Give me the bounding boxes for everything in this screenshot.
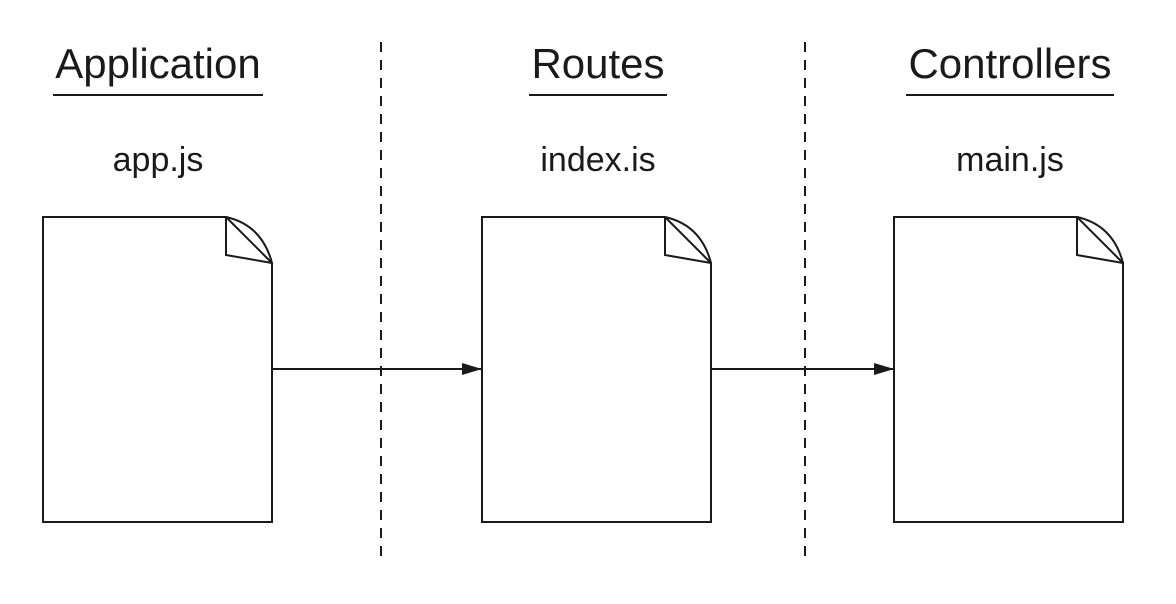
heading-routes-text: Routes	[529, 38, 667, 96]
filename-routes: index.is	[540, 141, 656, 179]
filename-controllers: main.js	[956, 141, 1064, 179]
heading-application: Application	[40, 38, 276, 96]
heading-controllers: Controllers	[890, 38, 1130, 96]
document-icon-app	[42, 216, 273, 523]
heading-controllers-text: Controllers	[906, 38, 1114, 96]
filename-app: app.js	[112, 141, 204, 179]
document-icon-routes	[481, 216, 712, 523]
document-icon-controllers	[893, 216, 1124, 523]
heading-routes: Routes	[480, 38, 716, 96]
heading-application-text: Application	[53, 38, 263, 96]
